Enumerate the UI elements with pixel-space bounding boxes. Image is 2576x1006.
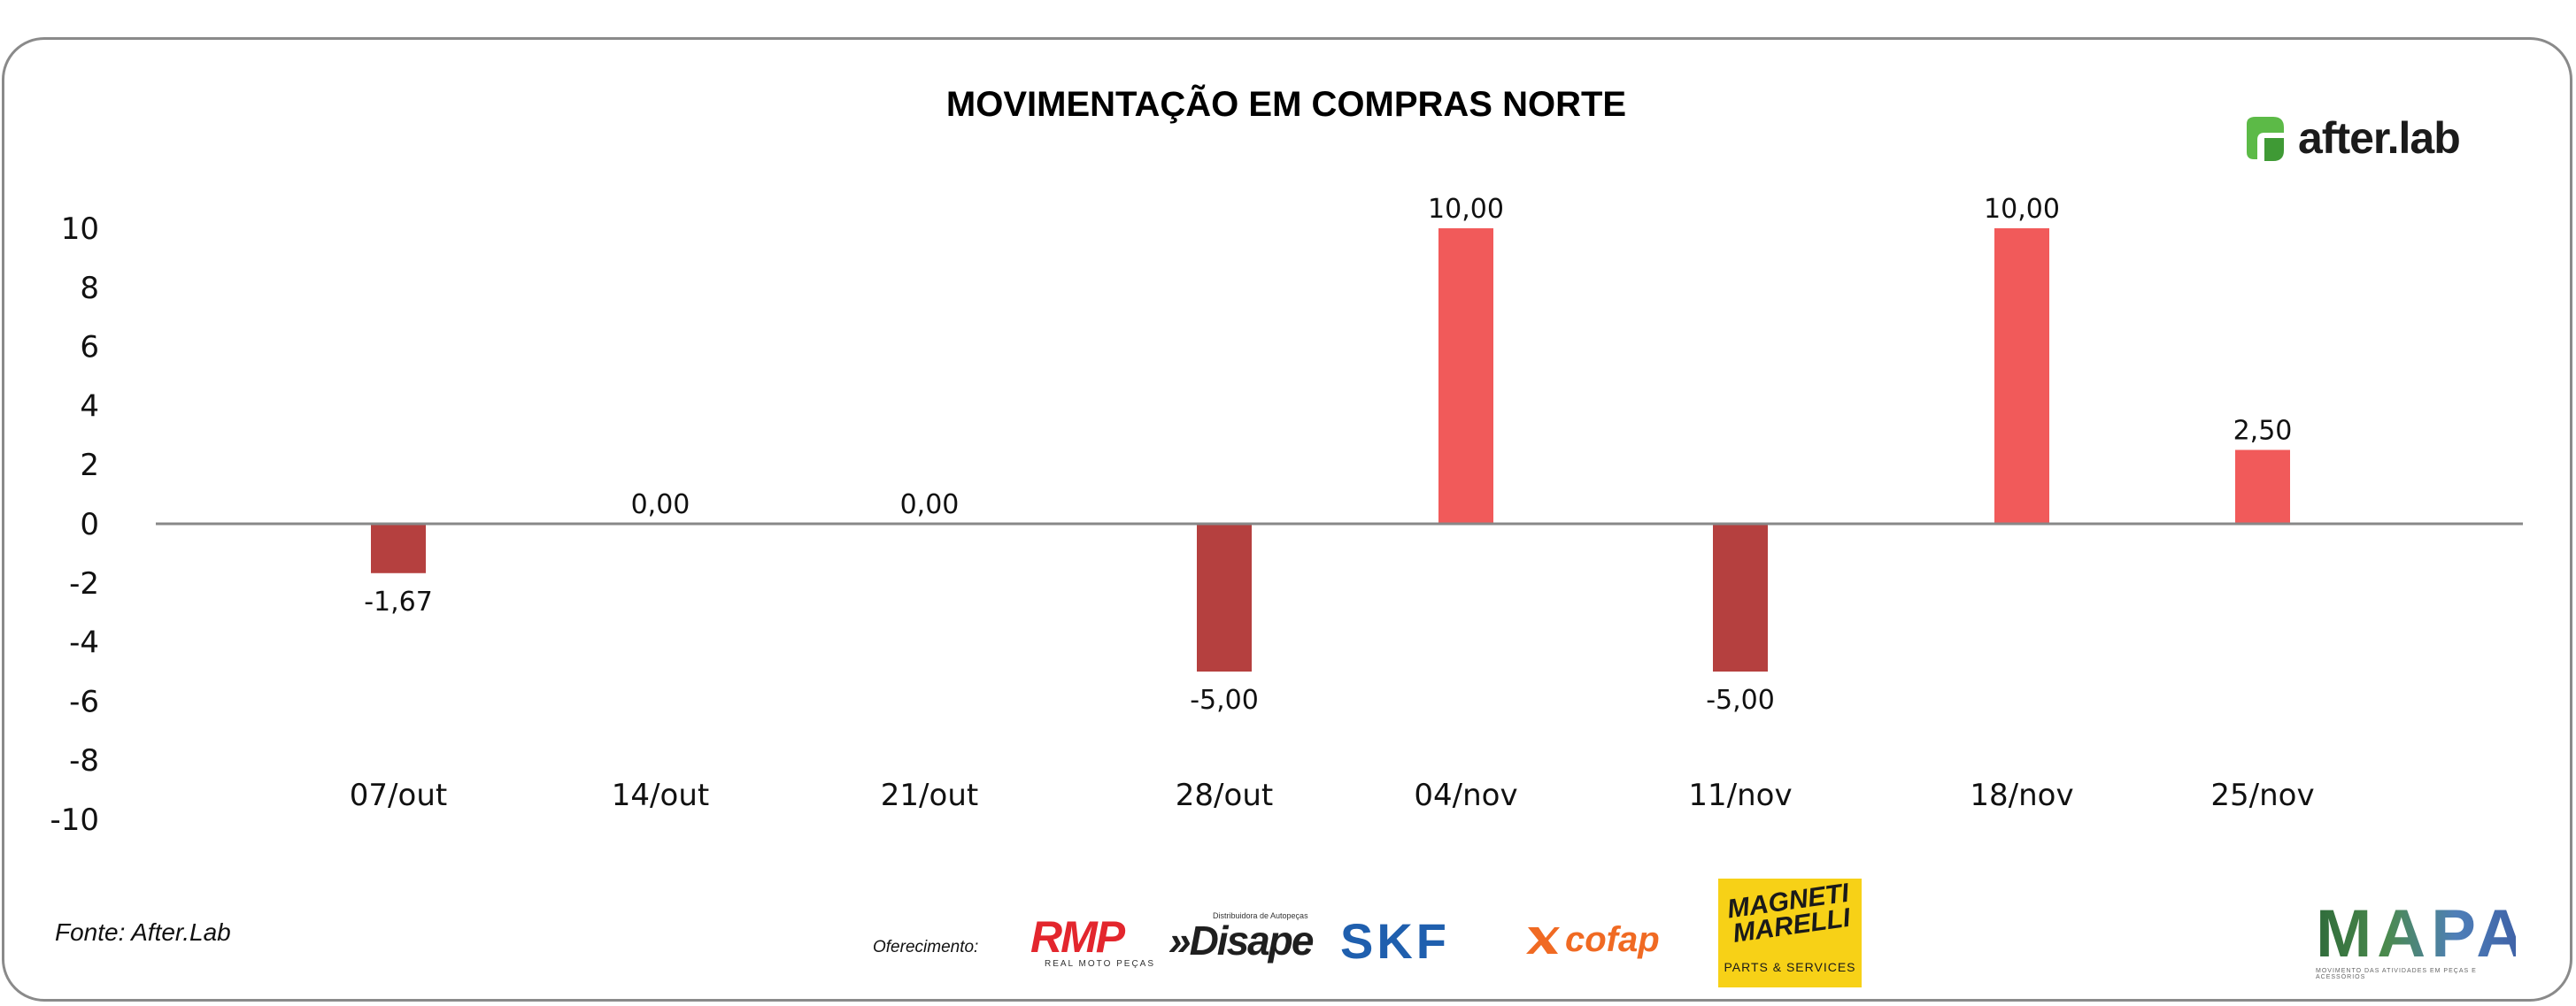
after-lab-logo: after.lab <box>2238 111 2461 165</box>
y-axis: 10 8 6 4 2 0 -2 -4 -6 -8 -10 <box>50 211 99 838</box>
after-lab-logo-icon <box>2238 111 2291 165</box>
skf-logo: SKF <box>1340 913 1450 969</box>
y-tick-label: 8 <box>80 271 99 306</box>
data-labels: -1,67 0,00 0,00 -5,00 10,00 -5,00 10,00 2,50 <box>364 194 2292 716</box>
cofap-logo: cofap <box>1524 920 1660 960</box>
y-tick-label: 10 <box>61 211 99 247</box>
y-tick-label: -10 <box>50 802 99 838</box>
cofap-logo-text: cofap <box>1565 920 1660 959</box>
y-tick-label: 6 <box>80 330 99 365</box>
disape-logo-text: »Disape <box>1168 918 1314 964</box>
x-tick-label: 04/nov <box>1414 778 1517 813</box>
bar-18-nov <box>1994 228 2049 524</box>
x-tick-label: 18/nov <box>1970 778 2073 813</box>
y-tick-label: -2 <box>69 566 99 602</box>
disape-logo-tagline: Distribuidora de Autopeças <box>1213 911 1308 920</box>
x-tick-label: 07/out <box>350 778 447 813</box>
x-axis: 07/out 14/out 21/out 28/out 04/nov 11/nov 18/n… <box>350 778 2315 813</box>
bar-28-out <box>1197 524 1252 672</box>
rmp-logo-text: RMP <box>1030 912 1125 962</box>
rmp-logo-subtext: REAL MOTO PEÇAS <box>1045 959 1156 969</box>
bar-04-nov <box>1438 228 1493 524</box>
magneti-marelli-logo: MAGNETI MARELLI PARTS & SERVICES <box>1718 879 1862 987</box>
data-label: 2,50 <box>2233 416 2293 447</box>
bars <box>371 228 2290 672</box>
data-label: -5,00 <box>1706 685 1775 716</box>
y-tick-label: 2 <box>80 448 99 483</box>
mapa-logo-text: MAPA <box>2316 896 2531 971</box>
y-tick-label: -6 <box>69 684 99 719</box>
x-tick-label: 14/out <box>612 778 709 813</box>
mapa-logo: MAPA MOVIMENTO DAS ATIVIDADES EM PEÇAS E… <box>2316 896 2531 981</box>
rmp-logo: RMP REAL MOTO PEÇAS <box>1030 915 1155 969</box>
source-note: Fonte: After.Lab <box>55 918 231 946</box>
x-tick-label: 28/out <box>1176 778 1273 813</box>
bar-07-out <box>371 524 426 573</box>
mapa-logo-subtext: MOVIMENTO DAS ATIVIDADES EM PEÇAS E ACES… <box>2316 968 2477 980</box>
bar-11-nov <box>1713 524 1768 672</box>
y-tick-label: 4 <box>80 388 99 424</box>
data-label: -5,00 <box>1190 685 1259 716</box>
y-tick-label: -4 <box>69 626 99 661</box>
y-tick-label: -8 <box>69 743 99 779</box>
data-label: -1,67 <box>364 587 433 618</box>
chart-frame <box>2 37 2572 1002</box>
bar-25-nov <box>2235 449 2290 524</box>
disape-logo: Distribuidora de Autopeças »Disape <box>1168 911 1314 964</box>
magneti-marelli-logo-text: MAGNETI MARELLI <box>1725 878 1853 948</box>
x-tick-label: 21/out <box>881 778 978 813</box>
magneti-marelli-logo-subtext: PARTS & SERVICES <box>1724 960 1856 974</box>
x-tick-label: 25/nov <box>2210 778 2314 813</box>
data-label: 0,00 <box>631 489 690 520</box>
sponsor-label: Oferecimento: <box>873 938 979 956</box>
data-label: 0,00 <box>900 489 960 520</box>
cofap-x-icon <box>1526 926 1560 954</box>
data-label: 10,00 <box>1984 194 2060 225</box>
x-tick-label: 11/nov <box>1688 778 1792 813</box>
after-lab-logo-text: after.lab <box>2298 113 2461 163</box>
y-tick-label: 0 <box>80 507 99 542</box>
data-label: 10,00 <box>1428 194 1504 225</box>
chart-title: MOVIMENTAÇÃO EM COMPRAS NORTE <box>945 85 1627 124</box>
